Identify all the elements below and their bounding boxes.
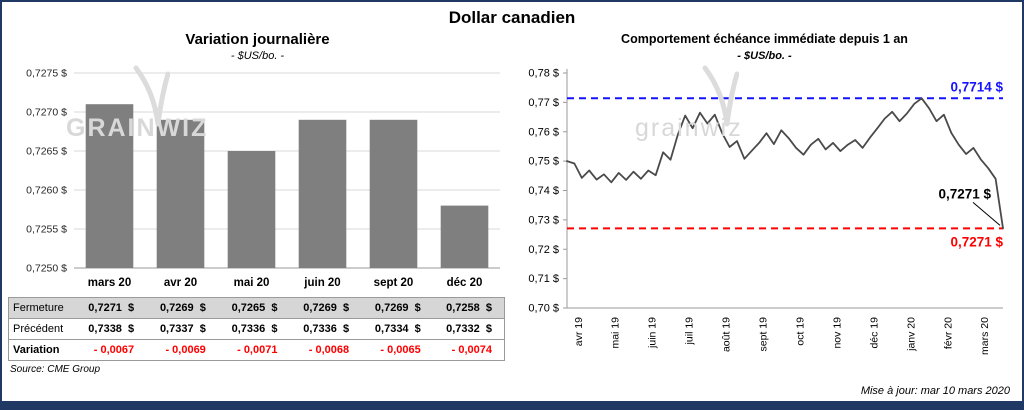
y-tick-label: 0,76 $ <box>528 126 559 138</box>
point-label-leader-line <box>972 202 1001 226</box>
x-tick-label: nov 19 <box>831 317 843 349</box>
table-cell: 0,7336 $ <box>217 318 290 340</box>
table-cell: 0,7338 $ <box>74 318 147 340</box>
x-tick-label: déc 19 <box>868 317 880 349</box>
row-label: Variation <box>8 339 75 361</box>
y-tick-label: 0,7260 $ <box>26 185 67 197</box>
y-tick-label: 0,74 $ <box>528 185 559 197</box>
x-category-label: mars 20 <box>88 277 131 289</box>
y-tick-label: 0,77 $ <box>528 97 559 109</box>
x-tick-label: mars 20 <box>979 317 991 355</box>
bar-juin 20 <box>298 119 347 268</box>
table-cell: 0,7269 $ <box>146 297 218 319</box>
y-tick-label: 0,78 $ <box>528 68 559 80</box>
bar-chart: 0,7250 $ 0,7255 $ 0,7260 $ 0,7265 $ 0,7270 $… <box>26 68 500 289</box>
line-chart-title: Comportement échéance immédiate depuis 1… <box>621 32 908 46</box>
bar-chart-subtitle: - $US/bo. - <box>230 50 285 62</box>
table-cell: - 0,0067 <box>74 339 147 361</box>
bar-déc 20 <box>440 205 489 268</box>
x-tick-label: juin 19 <box>647 317 659 349</box>
last-point-label: 0,7271 $ <box>938 186 991 201</box>
y-tick-label: 0,7255 $ <box>26 224 67 236</box>
price-line <box>566 97 1004 230</box>
x-tick-label: août 19 <box>721 317 733 352</box>
x-tick-label: janv 20 <box>905 317 917 352</box>
y-tick-label: 0,75 $ <box>528 156 559 168</box>
x-tick-label: juil 19 <box>684 317 696 346</box>
row-label: Précédent <box>8 318 75 340</box>
x-tick-label: avr 19 <box>573 317 585 346</box>
table-cell: 0,7271 $ <box>74 297 147 319</box>
y-tick-label: 0,70 $ <box>528 303 559 315</box>
high-ref-label: 0,7714 $ <box>950 79 1003 94</box>
y-tick-label: 0,72 $ <box>528 244 559 256</box>
table-cell: - 0,0074 <box>432 339 505 361</box>
x-tick-label: févr 20 <box>942 317 954 349</box>
x-category-label: sept 20 <box>374 277 414 289</box>
low-ref-label: 0,7271 $ <box>950 234 1003 249</box>
table-row-fermeture: Fermeture 0,7271 $0,7269 $0,7265 $0,7269 … <box>8 297 505 319</box>
table-cell: 0,7269 $ <box>361 297 433 319</box>
x-category-label: avr 20 <box>164 277 197 289</box>
line-chart-panel: Comportement échéance immédiate depuis 1… <box>507 28 1022 363</box>
y-tick-label: 0,7250 $ <box>26 263 67 275</box>
y-tick-label: 0,7270 $ <box>26 107 67 119</box>
table-row-variation: Variation - 0,0067- 0,0069- 0,0071- 0,006… <box>8 339 505 361</box>
table-cell: 0,7334 $ <box>361 318 433 340</box>
x-tick-label: oct 19 <box>794 317 806 346</box>
bar-mai 20 <box>227 151 276 268</box>
x-tick-label: sept 19 <box>758 317 770 352</box>
table-cell: 0,7265 $ <box>217 297 290 319</box>
table-cell: - 0,0065 <box>361 339 433 361</box>
bar-mars 20 <box>85 104 134 268</box>
page-title: Dollar canadien <box>448 8 576 27</box>
row-label: Fermeture <box>8 297 75 319</box>
x-category-label: mai 20 <box>234 277 270 289</box>
bottom-accent-bar <box>2 401 1022 408</box>
price-table: Fermeture 0,7271 $0,7269 $0,7265 $0,7269 … <box>8 297 505 361</box>
x-tick-label: mai 19 <box>610 317 622 349</box>
y-tick-label: 0,7275 $ <box>26 68 67 80</box>
y-tick-label: 0,71 $ <box>528 273 559 285</box>
y-tick-label: 0,73 $ <box>528 214 559 226</box>
panels: Variation journalière - $US/bo. - GRAINW… <box>2 28 1022 375</box>
table-cell: - 0,0071 <box>217 339 290 361</box>
table-cell: 0,7332 $ <box>432 318 505 340</box>
table-cell: - 0,0068 <box>289 339 362 361</box>
y-tick-label: 0,7265 $ <box>26 146 67 158</box>
updated-note: Mise à jour: mar 10 mars 2020 <box>860 385 1010 397</box>
table-cell: 0,7269 $ <box>289 297 362 319</box>
bar-chart-panel: Variation journalière - $US/bo. - GRAINW… <box>2 28 507 375</box>
x-category-label: juin 20 <box>303 277 340 289</box>
line-chart-subtitle: - $US/bo. - <box>737 50 792 62</box>
source-note: Source: CME Group <box>10 364 101 375</box>
line-chart: 0,70 $ 0,71 $ 0,72 $ 0,73 $ 0,74 $ 0,75 $ 0,76… <box>528 68 1004 355</box>
bar-avr 20 <box>156 119 205 268</box>
x-category-label: déc 20 <box>447 277 483 289</box>
bar-chart-title: Variation journalière <box>185 31 330 48</box>
table-cell: - 0,0069 <box>146 339 218 361</box>
table-cell: 0,7336 $ <box>289 318 362 340</box>
table-cell: 0,7258 $ <box>432 297 505 319</box>
table-row-précédent: Précédent 0,7338 $0,7337 $0,7336 $0,7336 … <box>8 318 505 340</box>
bar-sept 20 <box>369 119 418 268</box>
table-cell: 0,7337 $ <box>146 318 218 340</box>
